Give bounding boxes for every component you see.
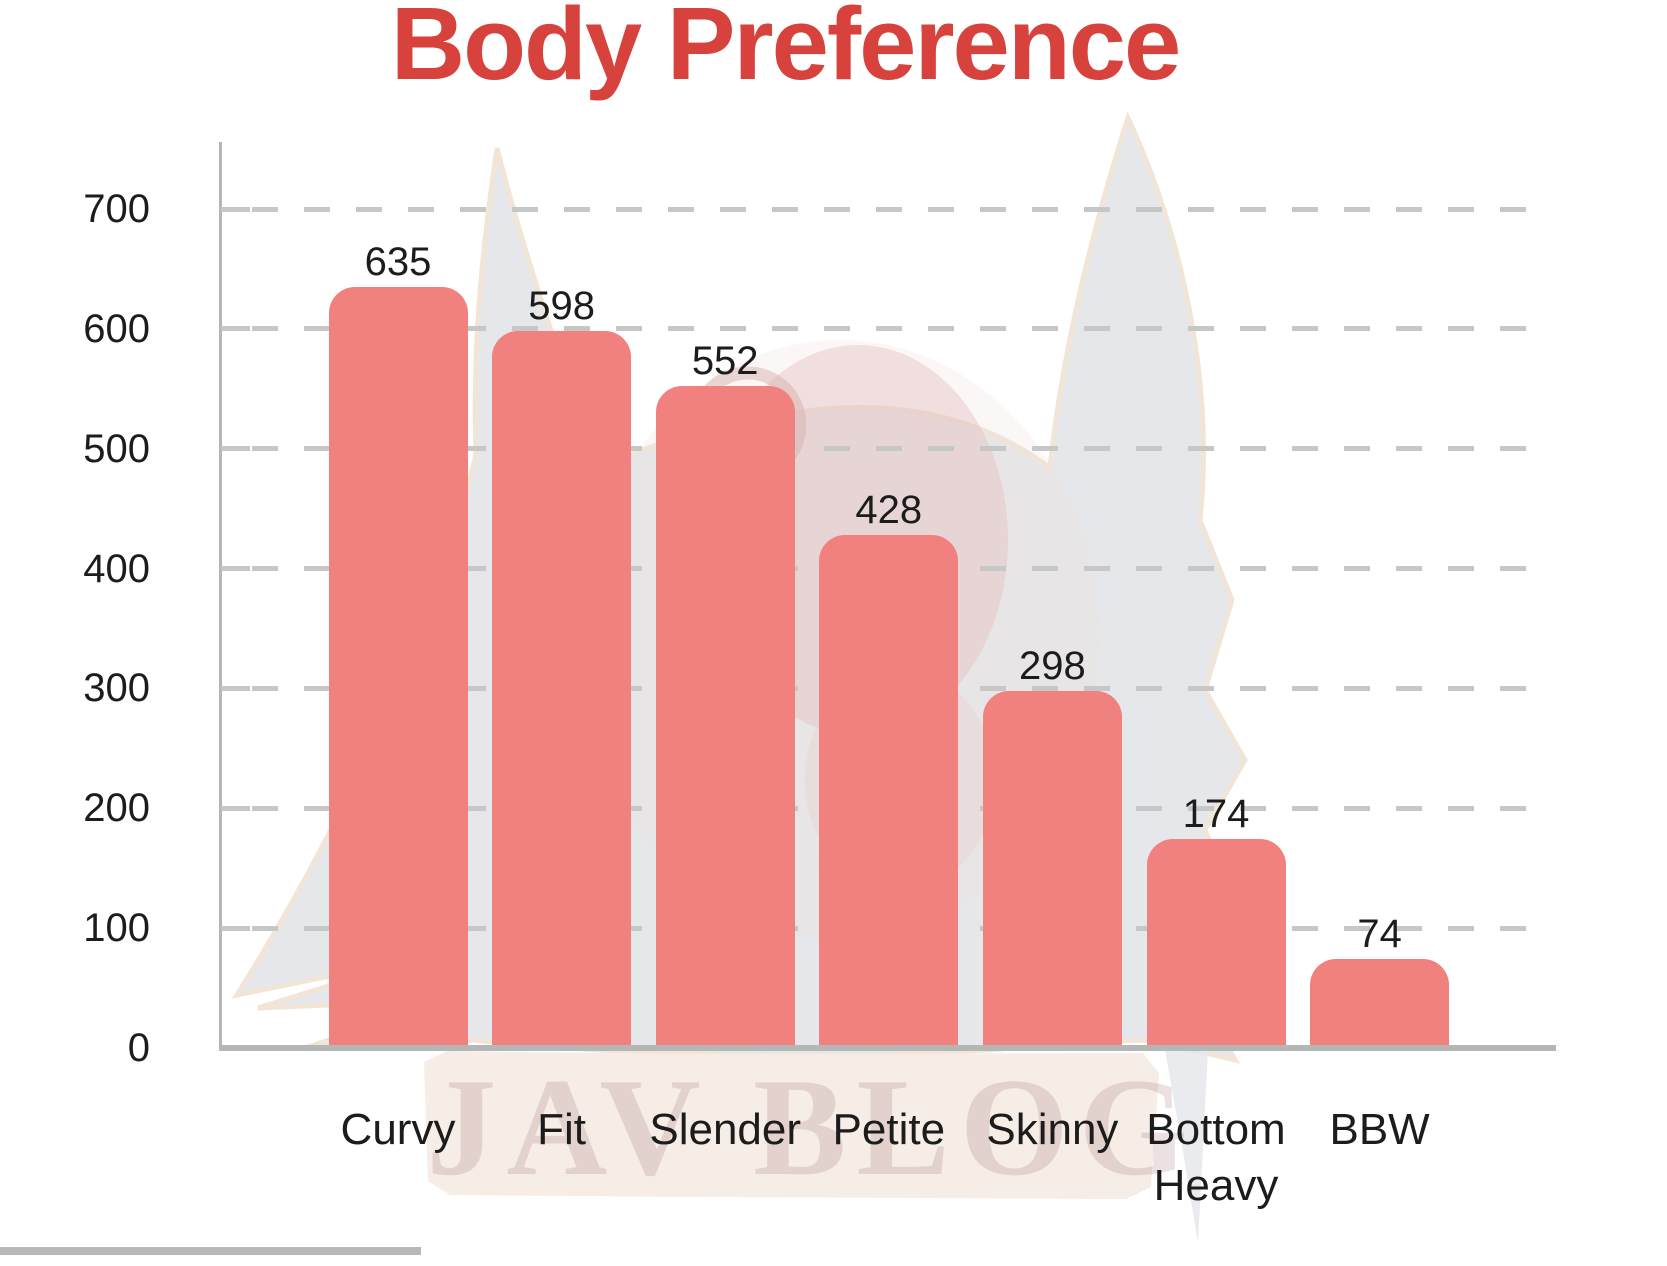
y-axis-label-200: 200 [83, 786, 150, 831]
bar-bottom-heavy [1146, 839, 1286, 1046]
x-axis-label-petite: Petite [832, 1105, 946, 1154]
bar-slender [655, 386, 795, 1046]
x-axis-line [219, 1045, 1556, 1051]
y-axis-label-0: 0 [127, 1026, 150, 1070]
grid-line-700 [252, 206, 1540, 212]
y-axis-label-100: 100 [83, 906, 150, 951]
y-axis-label-700: 700 [83, 187, 150, 231]
y-tick-700 [221, 206, 250, 212]
y-axis-label-300: 300 [83, 666, 150, 711]
bar-value-label-bottom-heavy: 174 [1182, 792, 1250, 837]
y-axis-label-600: 600 [83, 306, 150, 351]
x-axis-label-bbw: BBW [1329, 1105, 1430, 1154]
y-axis-label-500: 500 [83, 426, 150, 471]
bar-value-label-fit: 598 [528, 284, 595, 329]
bar-bbw [1310, 959, 1450, 1046]
y-tick-400 [221, 566, 250, 572]
y-tick-600 [221, 326, 250, 332]
x-axis-label-slender: Slender [649, 1105, 802, 1154]
watermark-banner [424, 1051, 1159, 1199]
x-axis-label-skinny: Skinny [986, 1105, 1119, 1154]
bar-value-label-petite: 428 [855, 488, 923, 532]
x-axis-label-fit: Fit [537, 1105, 587, 1154]
bar-value-label-slender: 552 [691, 339, 759, 384]
bottom-left-gray-bar [0, 1247, 421, 1255]
bar-skinny [982, 690, 1122, 1046]
y-tick-500 [221, 446, 250, 452]
grid-line-500 [252, 446, 1540, 452]
bar-curvy [328, 286, 468, 1046]
x-axis-label-bottom-heavy: Bottom Heavy [1146, 1105, 1286, 1210]
bar-fit [492, 331, 632, 1046]
bar-value-label-skinny: 298 [1019, 643, 1086, 688]
y-tick-200 [221, 805, 250, 811]
y-axis-line [219, 142, 222, 1051]
y-tick-300 [221, 685, 250, 691]
bar-value-label-bbw: 74 [1357, 912, 1402, 957]
watermark-text: JAV BLOG [426, 1050, 1197, 1205]
y-tick-100 [221, 925, 250, 931]
chart-title: Body Preference [390, 0, 1182, 101]
x-axis-label-curvy: Curvy [340, 1105, 456, 1154]
bar-petite [819, 535, 959, 1046]
bar-value-label-curvy: 635 [364, 239, 432, 284]
y-axis-label-400: 400 [83, 546, 150, 591]
grid-line-600 [252, 326, 1540, 332]
